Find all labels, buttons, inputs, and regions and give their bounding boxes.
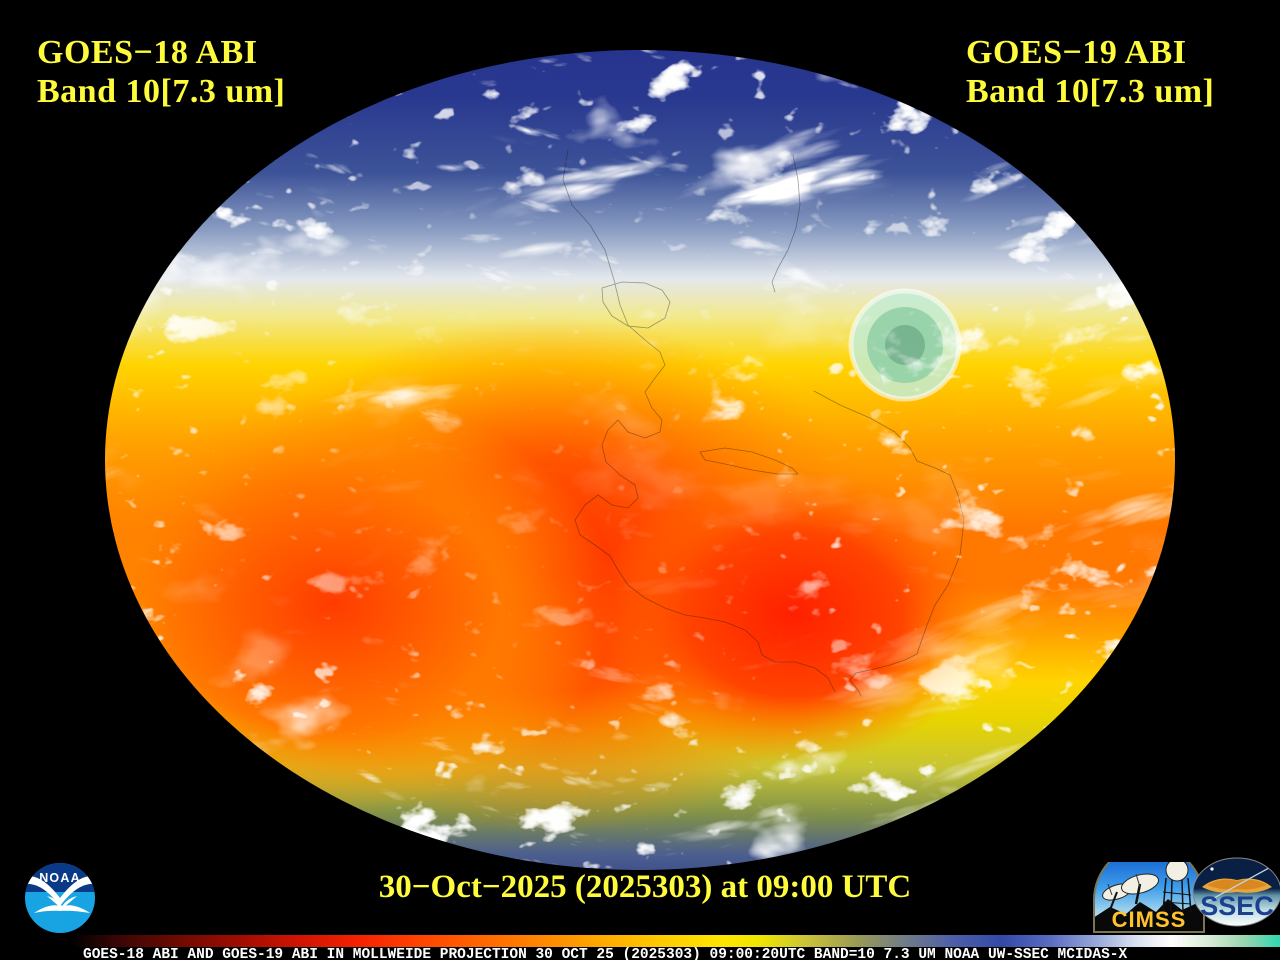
svg-text:SSEC: SSEC (1200, 891, 1274, 921)
svg-text:NOAA: NOAA (39, 871, 81, 885)
svg-text:CIMSS: CIMSS (1112, 907, 1187, 932)
